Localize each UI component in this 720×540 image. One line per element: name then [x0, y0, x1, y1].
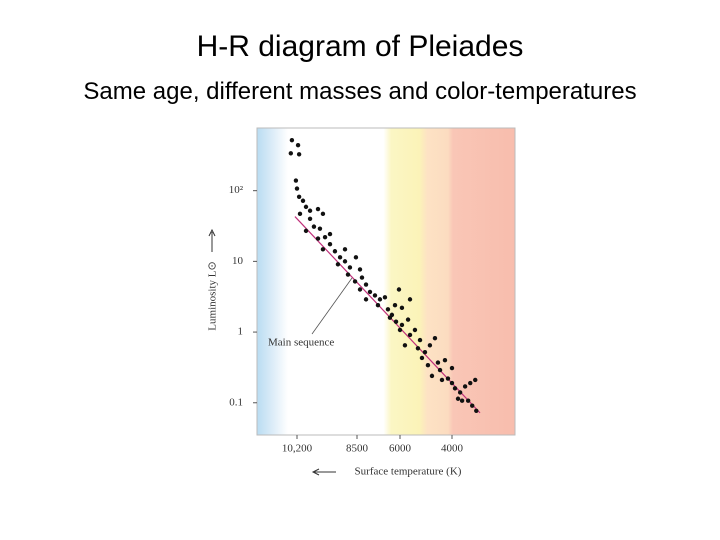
star-point [322, 234, 328, 240]
star-point [296, 152, 302, 157]
star-point [297, 211, 303, 217]
star-point [399, 305, 405, 311]
annotation: Main sequence [268, 337, 334, 349]
star-point [419, 355, 425, 361]
star-point [327, 241, 333, 247]
star-point [377, 297, 383, 302]
star-point [429, 373, 435, 379]
x-tick-label: 8500 [346, 443, 369, 455]
star-point [375, 302, 381, 308]
star-point [422, 349, 428, 355]
star-point [470, 403, 475, 408]
star-point [465, 398, 471, 403]
star-point [296, 194, 302, 199]
star-point [415, 346, 421, 351]
star-point [289, 137, 295, 143]
star-point [432, 335, 438, 341]
star-point [363, 297, 369, 302]
star-point [307, 216, 313, 222]
star-point [353, 255, 359, 260]
star-point [397, 327, 403, 333]
star-point [474, 408, 479, 413]
star-point [449, 380, 455, 386]
star-point [335, 262, 341, 267]
star-point [357, 267, 363, 272]
star-point [315, 206, 321, 212]
star-point [393, 319, 399, 324]
star-point [359, 275, 365, 280]
x-tick-label: 10,200 [282, 443, 313, 455]
star-point [435, 360, 441, 365]
star-point [300, 198, 306, 203]
star-point [337, 255, 343, 260]
star-point [407, 332, 413, 338]
y-arrow-head [208, 228, 216, 237]
star-point [396, 287, 402, 292]
star-point [311, 224, 317, 229]
plot-background [256, 127, 516, 436]
star-point [294, 186, 300, 191]
star-point [303, 204, 309, 210]
star-point [317, 226, 323, 231]
x-tick-label: 4000 [441, 443, 464, 455]
slide-subtitle: Same age, different masses and color-tem… [83, 78, 637, 105]
star-point [347, 265, 353, 270]
star-point [389, 312, 395, 318]
x-axis-label: Surface temperature (K) [355, 466, 462, 478]
star-point [385, 307, 391, 312]
star-point [405, 317, 411, 322]
star-point [320, 211, 326, 217]
star-point [345, 272, 351, 277]
star-point [303, 228, 309, 234]
star-point [367, 289, 373, 295]
star-point [399, 322, 405, 328]
y-tick-label: 10 [232, 255, 244, 267]
star-point [307, 208, 313, 213]
star-point [425, 362, 431, 368]
star-point [315, 236, 321, 241]
x-arrow-head [311, 468, 320, 476]
y-axis-label: Luminosity L⊙ [207, 261, 219, 330]
star-point [392, 302, 398, 308]
star-point [445, 376, 451, 381]
star-point [417, 337, 423, 343]
star-point [462, 384, 468, 389]
star-point [457, 390, 463, 395]
y-tick-label: 10² [229, 184, 244, 196]
star-point [372, 293, 378, 298]
star-point [402, 343, 408, 348]
star-point [407, 297, 413, 302]
star-point [293, 178, 299, 183]
star-point [288, 151, 294, 156]
x-tick-label: 6000 [389, 443, 412, 455]
star-point [342, 247, 348, 252]
star-point [352, 279, 358, 284]
y-tick-label: 0.1 [229, 396, 243, 408]
star-point [357, 287, 363, 292]
star-point [382, 295, 388, 300]
star-point [412, 327, 418, 333]
star-point [327, 231, 333, 237]
star-point [442, 358, 448, 363]
annotation-leader [311, 277, 353, 335]
star-point [363, 282, 369, 287]
star-point [439, 377, 445, 383]
slide-title: H-R diagram of Pleiades [196, 30, 524, 63]
star-point [295, 142, 301, 148]
star-point [473, 377, 478, 383]
star-point [455, 396, 461, 401]
star-point [427, 343, 433, 348]
star-point [332, 249, 338, 254]
y-tick-label: 1 [238, 326, 244, 338]
star-point [452, 386, 458, 391]
star-point [342, 259, 348, 264]
star-point [449, 365, 455, 371]
star-point [468, 380, 473, 386]
star-point [437, 367, 443, 373]
star-point [459, 398, 465, 403]
star-point [320, 247, 326, 252]
